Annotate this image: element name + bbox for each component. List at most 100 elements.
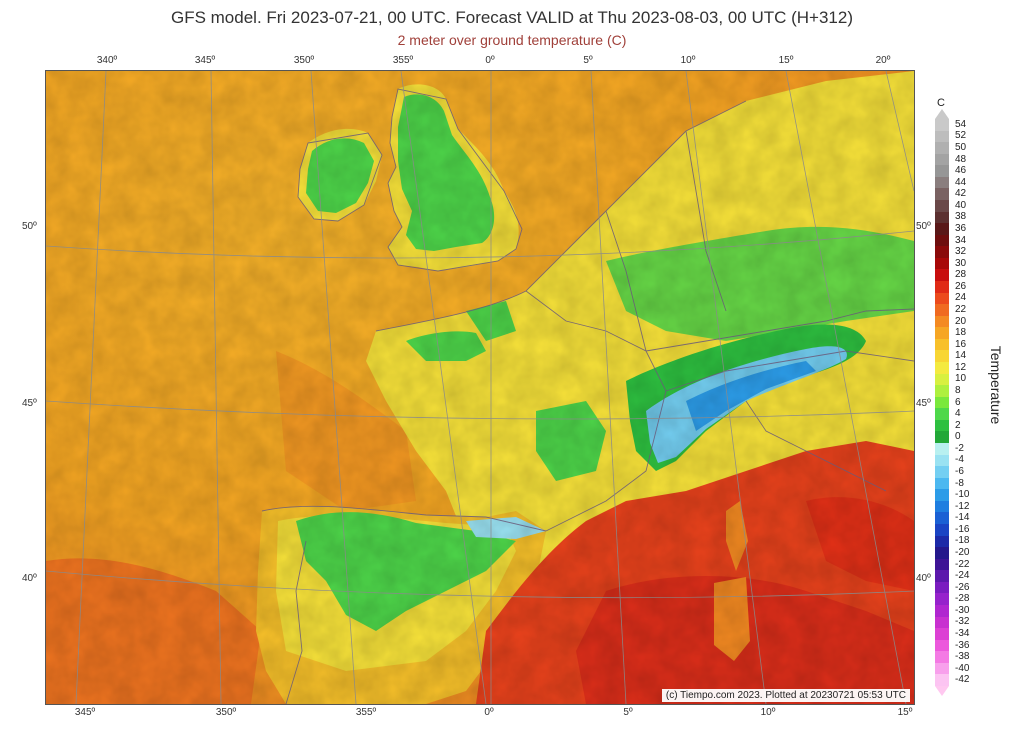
top-longitude-tick-label: 0º	[485, 55, 495, 66]
legend-level-label: -10	[955, 489, 970, 501]
legend-swatch	[935, 547, 949, 560]
legend-swatch	[935, 165, 949, 178]
legend-level-label: -18	[955, 535, 970, 547]
graticule	[46, 71, 914, 704]
legend-swatch	[935, 246, 949, 259]
legend-swatch	[935, 570, 949, 583]
legend-swatch	[935, 281, 949, 294]
legend-swatch	[935, 223, 949, 236]
chart-title: GFS model. Fri 2023-07-21, 00 UTC. Forec…	[170, 8, 854, 27]
bottom-longitude-tick-label: 345º	[74, 707, 96, 718]
top-longitude-tick-label: 340º	[96, 55, 118, 66]
legend-level-label: -8	[955, 477, 964, 489]
legend-level-label: -14	[955, 512, 970, 524]
legend-level-label: 4	[955, 408, 961, 420]
left-latitude-tick-label: 45º	[22, 398, 37, 409]
legend-min-arrow	[935, 686, 949, 696]
legend-level-label: 8	[955, 384, 961, 396]
legend-swatch	[935, 535, 949, 548]
legend-level-label: 28	[955, 269, 967, 281]
legend-swatch	[935, 304, 949, 317]
legend-swatch	[935, 119, 949, 132]
legend-swatch	[935, 616, 949, 629]
temperature-texture	[46, 71, 914, 704]
legend-level-label: 18	[955, 327, 967, 339]
legend-level-label: 38	[955, 211, 967, 223]
legend-swatch	[935, 200, 949, 213]
legend-swatch	[935, 489, 949, 502]
legend-swatch	[935, 454, 949, 467]
legend-level-label: 26	[955, 280, 967, 292]
legend-level-label: -24	[955, 570, 970, 582]
legend-swatch	[935, 153, 949, 166]
map-canvas	[46, 71, 914, 704]
legend-level-label: -4	[955, 454, 964, 466]
legend-swatch	[935, 605, 949, 618]
bottom-longitude-tick-label: 0º	[484, 707, 494, 718]
legend-swatch	[935, 408, 949, 421]
chart-subtitle: 2 meter over ground temperature (C)	[397, 32, 627, 48]
map-credit: (c) Tiempo.com 2023. Plotted at 20230721…	[661, 689, 910, 702]
bottom-longitude-tick-label: 15º	[897, 707, 913, 718]
legend-level-label: 48	[955, 153, 967, 165]
legend-swatch	[935, 338, 949, 351]
legend-level-label: 6	[955, 396, 961, 408]
legend-swatch	[935, 628, 949, 641]
legend-level-label: -20	[955, 546, 970, 558]
legend-title: Temperature	[988, 345, 1004, 425]
legend-swatch	[935, 315, 949, 328]
legend-max-arrow	[935, 109, 949, 119]
legend-swatch	[935, 593, 949, 606]
top-longitude-tick-label: 5º	[583, 55, 593, 66]
right-latitude-tick-label: 50º	[916, 221, 931, 232]
temperature-map[interactable]: (c) Tiempo.com 2023. Plotted at 20230721…	[45, 70, 915, 705]
legend-swatch	[935, 431, 949, 444]
legend-level-label: 52	[955, 130, 967, 142]
legend-swatch	[935, 350, 949, 363]
legend-swatch	[935, 466, 949, 479]
legend-level-label: -16	[955, 523, 970, 535]
legend-level-label: 50	[955, 141, 967, 153]
legend-level-label: 30	[955, 257, 967, 269]
legend-level-label: -42	[955, 674, 970, 686]
legend-swatch	[935, 651, 949, 664]
legend-color-bar	[935, 119, 949, 687]
legend-level-label: 0	[955, 431, 961, 443]
legend-swatch	[935, 362, 949, 375]
legend-swatch	[935, 188, 949, 201]
legend-level-label: -32	[955, 616, 970, 628]
legend-level-label: 24	[955, 292, 967, 304]
legend-level-label: 44	[955, 176, 967, 188]
legend-swatch	[935, 674, 949, 687]
legend-swatch	[935, 443, 949, 456]
bottom-longitude-tick-label: 355º	[355, 707, 377, 718]
legend-swatch	[935, 396, 949, 409]
legend-level-label: 46	[955, 165, 967, 177]
legend-swatch	[935, 292, 949, 305]
legend-level-label: 10	[955, 373, 967, 385]
legend-swatch	[935, 327, 949, 340]
legend-swatch	[935, 142, 949, 155]
legend-swatch	[935, 234, 949, 247]
top-longitude-tick-label: 15º	[778, 55, 794, 66]
legend-level-label: 22	[955, 303, 967, 315]
legend-swatch	[935, 662, 949, 675]
legend-level-label: 32	[955, 246, 967, 258]
left-latitude-tick-label: 40º	[22, 573, 37, 584]
legend-swatch	[935, 581, 949, 594]
legend-level-label: 36	[955, 222, 967, 234]
legend-swatch	[935, 639, 949, 652]
top-longitude-tick-label: 350º	[293, 55, 315, 66]
legend-swatch	[935, 524, 949, 537]
legend-level-label: -38	[955, 651, 970, 663]
legend-swatch	[935, 211, 949, 224]
legend-swatch	[935, 257, 949, 270]
legend-level-label: -12	[955, 500, 970, 512]
legend-level-label: -30	[955, 604, 970, 616]
legend-level-label: 20	[955, 315, 967, 327]
top-longitude-tick-label: 20º	[875, 55, 891, 66]
top-longitude-tick-label: 355º	[392, 55, 414, 66]
legend-swatch	[935, 385, 949, 398]
legend-level-label: 2	[955, 419, 961, 431]
legend-swatch	[935, 477, 949, 490]
